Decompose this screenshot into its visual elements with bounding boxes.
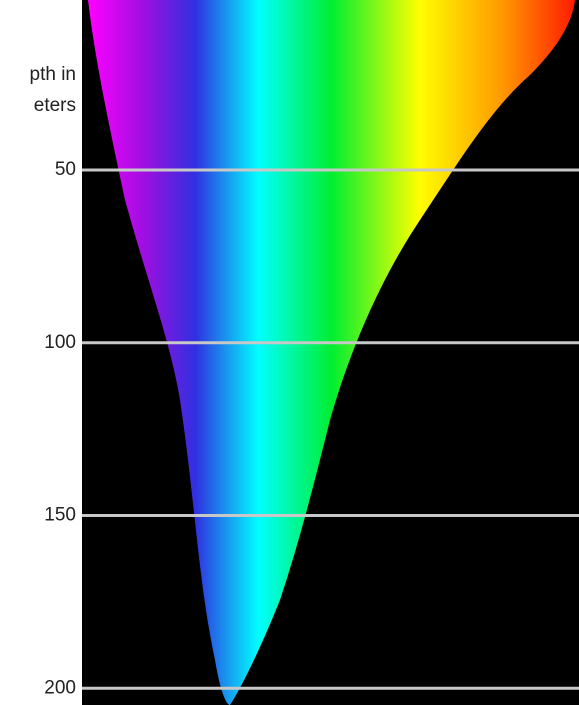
- y-tick-label: 100: [44, 332, 76, 353]
- y-tick-label: 50: [55, 159, 76, 180]
- y-tick-label: 150: [44, 505, 76, 526]
- axis-title-line: pth in: [30, 64, 76, 85]
- y-tick-label: 200: [44, 677, 76, 698]
- axis-labels: pth in eters 50 100 150 200: [30, 64, 76, 698]
- depth-diagram: pth in eters 50 100 150 200: [0, 0, 579, 705]
- axis-title-line: eters: [34, 95, 76, 116]
